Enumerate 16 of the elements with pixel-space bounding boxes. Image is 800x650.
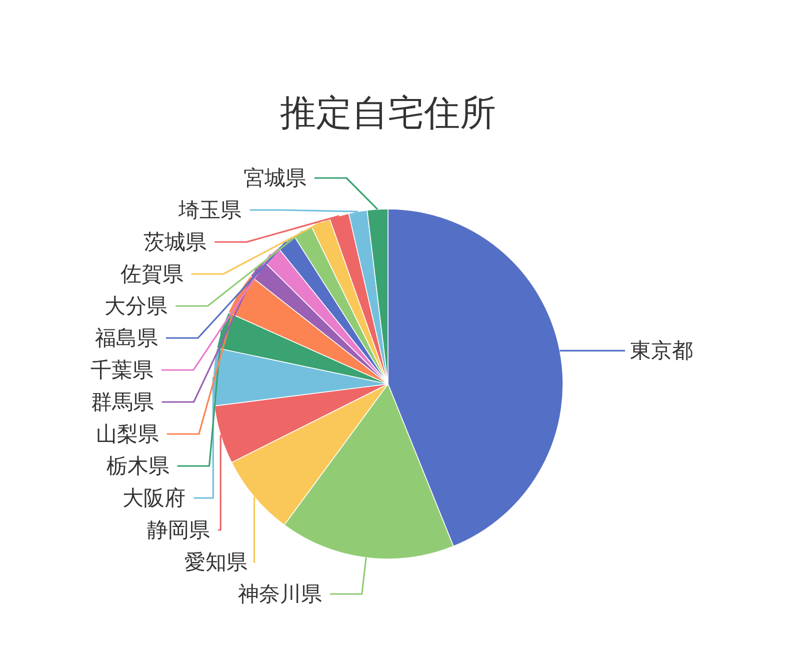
slice-label: 群馬県	[90, 391, 154, 414]
slice-label: 茨城県	[144, 231, 207, 254]
slice-label: 東京都	[630, 340, 693, 363]
slice-label: 山梨県	[96, 423, 159, 446]
chart-title: 推定自宅住所	[280, 92, 496, 133]
slice-label: 愛知県	[184, 551, 248, 574]
slice-label: 栃木県	[106, 455, 170, 478]
slice-label: 大阪府	[122, 487, 186, 510]
slice-label: 静岡県	[147, 519, 210, 542]
slice-label: 大分県	[104, 295, 168, 318]
slice-label: 埼玉県	[178, 199, 242, 222]
slice-label: 宮城県	[243, 167, 306, 190]
slice-label: 佐賀県	[120, 263, 184, 286]
slice-label: 福島県	[94, 327, 158, 350]
slice-label: 千葉県	[90, 359, 154, 382]
slice-label: 神奈川県	[238, 583, 322, 606]
